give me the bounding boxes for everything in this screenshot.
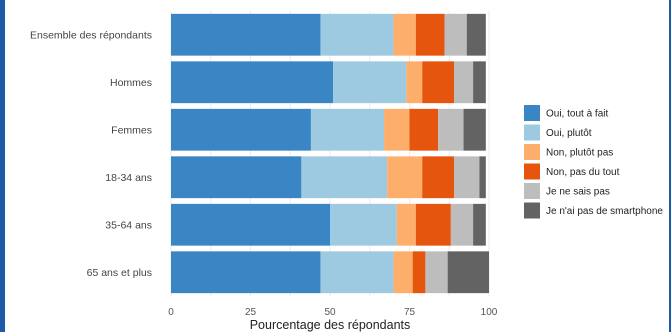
- bar-35-64-ans-oui-plutot: [330, 203, 397, 246]
- bar-femmes-non-pas-du-tout: [409, 108, 439, 151]
- legend-label-non-pas-du-tout: Non, pas du tout: [546, 167, 620, 178]
- bar-65-ans-et-plus-oui-tout-a-fait: [171, 251, 321, 294]
- category-label-35-64-ans: 35-64 ans: [105, 219, 152, 231]
- bar-hommes-oui-tout-a-fait: [171, 61, 334, 104]
- bar-femmes-je-ne-sais-pas: [438, 108, 464, 151]
- bar-ensemble-des-repondants-oui-tout-a-fait: [171, 13, 321, 56]
- grid-layer: [170, 11, 490, 296]
- bars-layer: [171, 13, 489, 294]
- bar-35-64-ans-je-ne-sais-pas: [450, 203, 474, 246]
- legend-swatch-oui-tout-a-fait: [524, 105, 540, 121]
- legend-swatch-je-n-ai-pas-de-smartphone: [524, 202, 540, 219]
- bar-65-ans-et-plus-je-n-ai-pas-de-smartphone: [447, 251, 489, 294]
- bar-hommes-je-ne-sais-pas: [454, 61, 474, 104]
- bar-18-34-ans-je-n-ai-pas-de-smartphone: [479, 156, 486, 199]
- legend-label-non-plutot-pas: Non, plutôt pas: [546, 148, 613, 159]
- bar-hommes-je-n-ai-pas-de-smartphone: [473, 61, 486, 104]
- legend-swatch-non-plutot-pas: [524, 144, 540, 160]
- x-tick-label-50: 50: [324, 307, 336, 318]
- x-tick-labels: 0 25 50 75 100: [168, 307, 498, 318]
- bar-65-ans-et-plus-je-ne-sais-pas: [425, 251, 448, 294]
- category-label-65-ans-et-plus: 65 ans et plus: [87, 267, 152, 279]
- x-axis-title: Pourcentage des répondants: [250, 318, 411, 332]
- legend-swatch-je-ne-sais-pas: [524, 183, 540, 199]
- category-labels: Ensemble des répondants Hommes Femmes 18-34…: [30, 29, 152, 279]
- bar-65-ans-et-plus-non-plutot-pas: [393, 251, 413, 294]
- bar-65-ans-et-plus-non-pas-du-tout: [412, 251, 426, 294]
- bar-35-64-ans-je-n-ai-pas-de-smartphone: [473, 203, 486, 246]
- bar-18-34-ans-oui-plutot: [301, 156, 388, 199]
- legend-label-oui-plutot: Oui, plutôt: [546, 128, 592, 139]
- right-edge-bar: [669, 0, 671, 332]
- legend-label-oui-tout-a-fait: Oui, tout à fait: [546, 109, 608, 120]
- category-label-femmes: Femmes: [111, 124, 152, 136]
- bar-ensemble-des-repondants-je-ne-sais-pas: [444, 13, 467, 56]
- bar-65-ans-et-plus-oui-plutot: [320, 251, 394, 294]
- legend-swatch-oui-plutot: [524, 124, 540, 141]
- bar-ensemble-des-repondants-non-pas-du-tout: [415, 13, 445, 56]
- bar-35-64-ans-non-plutot-pas: [396, 203, 416, 246]
- bar-35-64-ans-non-pas-du-tout: [415, 203, 451, 246]
- bar-ensemble-des-repondants-non-plutot-pas: [393, 13, 416, 56]
- bar-ensemble-des-repondants-oui-plutot: [320, 13, 394, 56]
- bar-18-34-ans-oui-tout-a-fait: [171, 156, 302, 199]
- bar-hommes-non-plutot-pas: [406, 61, 423, 104]
- bar-femmes-je-n-ai-pas-de-smartphone: [463, 108, 486, 151]
- x-tick-label-25: 25: [245, 307, 257, 318]
- legend-label-je-n-ai-pas-de-smartphone: Je n'ai pas de smartphone: [546, 206, 663, 217]
- x-tick-label-0: 0: [168, 307, 174, 318]
- legend-label-je-ne-sais-pas: Je ne sais pas: [546, 187, 610, 198]
- bar-femmes-oui-plutot: [310, 108, 385, 151]
- bar-ensemble-des-repondants-je-n-ai-pas-de-smartphone: [466, 13, 486, 56]
- bar-18-34-ans-non-pas-du-tout: [422, 156, 455, 199]
- bar-35-64-ans-oui-tout-a-fait: [171, 203, 330, 246]
- bar-femmes-non-plutot-pas: [384, 108, 410, 151]
- bar-femmes-oui-tout-a-fait: [171, 108, 311, 151]
- category-label-18-34-ans: 18-34 ans: [105, 172, 152, 184]
- category-label-ensemble-des-repondants: Ensemble des répondants: [30, 29, 152, 41]
- x-tick-label-100: 100: [481, 307, 498, 318]
- legend-swatch-non-pas-du-tout: [524, 163, 540, 180]
- bar-18-34-ans-non-plutot-pas: [387, 156, 423, 199]
- bar-hommes-non-pas-du-tout: [422, 61, 455, 104]
- bar-hommes-oui-plutot: [333, 61, 407, 104]
- left-edge-bar: [0, 0, 5, 332]
- x-tick-label-75: 75: [404, 307, 416, 318]
- category-label-hommes: Hommes: [110, 77, 152, 89]
- legend: Oui, tout à fait Oui, plutôt Non, plutôt p…: [524, 105, 663, 219]
- bar-18-34-ans-je-ne-sais-pas: [454, 156, 480, 199]
